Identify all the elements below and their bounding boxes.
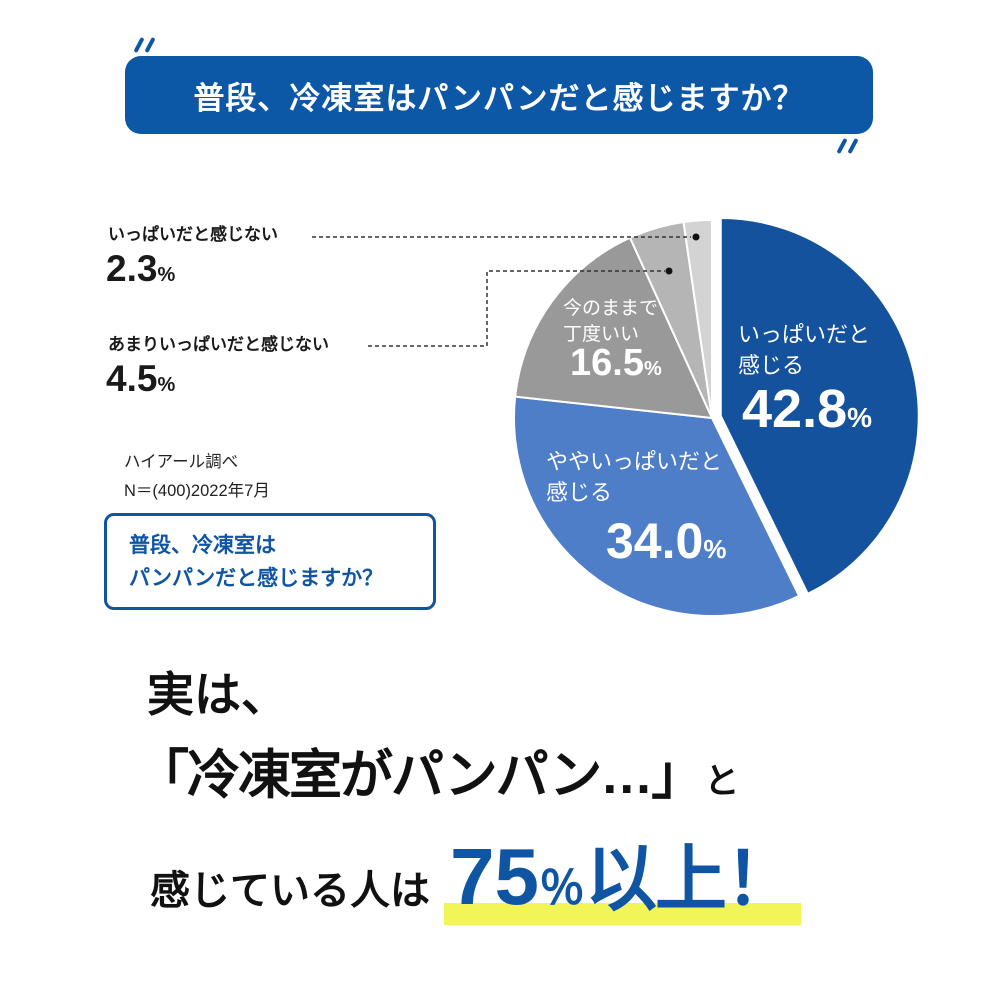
slice-label-just-right: 今のままで 丁度いい <box>563 296 658 347</box>
stat-percent-sign: ％ <box>538 862 585 914</box>
survey-source-line1: ハイアール調べ <box>124 453 239 471</box>
slice-value-just-right: 16.5% <box>570 342 662 385</box>
percent-sign: % <box>157 264 176 286</box>
callout-label-not-really-full: あまりいっぱいだと感じない <box>108 335 329 354</box>
conclusion-final-row: 感じている人は 75 ％以上！ <box>150 820 801 925</box>
slice-label-line: 感じる <box>546 479 613 505</box>
slice-label-full: いっぱいだと 感じる <box>738 320 870 382</box>
percent-sign: % <box>157 374 176 396</box>
conclusion-quote-row: 「冷凍室がパンパン…」 と <box>136 733 739 809</box>
question-box-line2: パンパンだと感じますか？ <box>129 566 384 590</box>
pie-slice-4 <box>682 218 713 419</box>
banner-tick-marks-top-left <box>133 36 156 54</box>
question-box-line1: 普段、冷凍室は <box>129 534 276 557</box>
slice-label-line: 感じる <box>738 352 805 378</box>
callout-label-not-full: いっぱいだと感じない <box>108 225 278 244</box>
leader-dot-2-3 <box>692 233 700 241</box>
tick-icon <box>847 137 859 155</box>
percent-sign: % <box>847 402 873 433</box>
percent-sign: % <box>703 534 727 564</box>
slice-value-full: 42.8% <box>742 378 872 440</box>
title-banner-text: 普段、冷凍室はパンパンだと感じますか？ <box>193 80 805 116</box>
slice-label-line: ややいっぱいだと <box>546 449 723 474</box>
survey-source-line2: N＝(400)2022年7月 <box>124 481 270 500</box>
banner-tick-marks-bottom-right <box>836 137 859 155</box>
survey-source: ハイアール調べ N＝(400)2022年7月 <box>124 448 270 506</box>
stat-rest: 以上！ <box>584 840 797 920</box>
slice-label-line: 今のままで <box>563 298 659 319</box>
callout-value-not-full: 2.3% <box>106 248 175 290</box>
conclusion-prefix: 感じている人は <box>150 869 430 913</box>
slice-label-line: いっぱいだと <box>738 322 871 347</box>
leader-dot-4-5 <box>665 267 673 275</box>
percent-sign: % <box>643 358 662 380</box>
callout-value-number: 2.3 <box>106 248 158 289</box>
slice-value-somewhat-full: 34.0% <box>606 512 726 570</box>
callout-value-not-really-full: 4.5% <box>106 358 175 400</box>
conclusion-quote-suffix: と <box>704 762 740 801</box>
conclusion-intro: 実は、 <box>147 668 288 721</box>
callout-value-number: 4.5 <box>106 358 158 399</box>
conclusion-highlighted-stat: 75 ％以上！ <box>444 820 801 925</box>
title-banner: 普段、冷凍室はパンパンだと感じますか？ <box>125 56 873 134</box>
slice-label-somewhat-full: ややいっぱいだと 感じる <box>546 447 722 509</box>
conclusion-quote: 「冷凍室がパンパン…」 <box>136 746 704 805</box>
question-box: 普段、冷凍室は パンパンだと感じますか？ <box>104 513 436 610</box>
slice-value-number: 16.5 <box>570 342 644 384</box>
tick-icon <box>133 36 145 54</box>
tick-icon <box>836 137 848 155</box>
tick-icon <box>144 36 156 54</box>
stat-number: 75 <box>450 832 539 921</box>
slice-value-number: 34.0 <box>606 513 704 569</box>
slice-value-number: 42.8 <box>742 379 848 439</box>
